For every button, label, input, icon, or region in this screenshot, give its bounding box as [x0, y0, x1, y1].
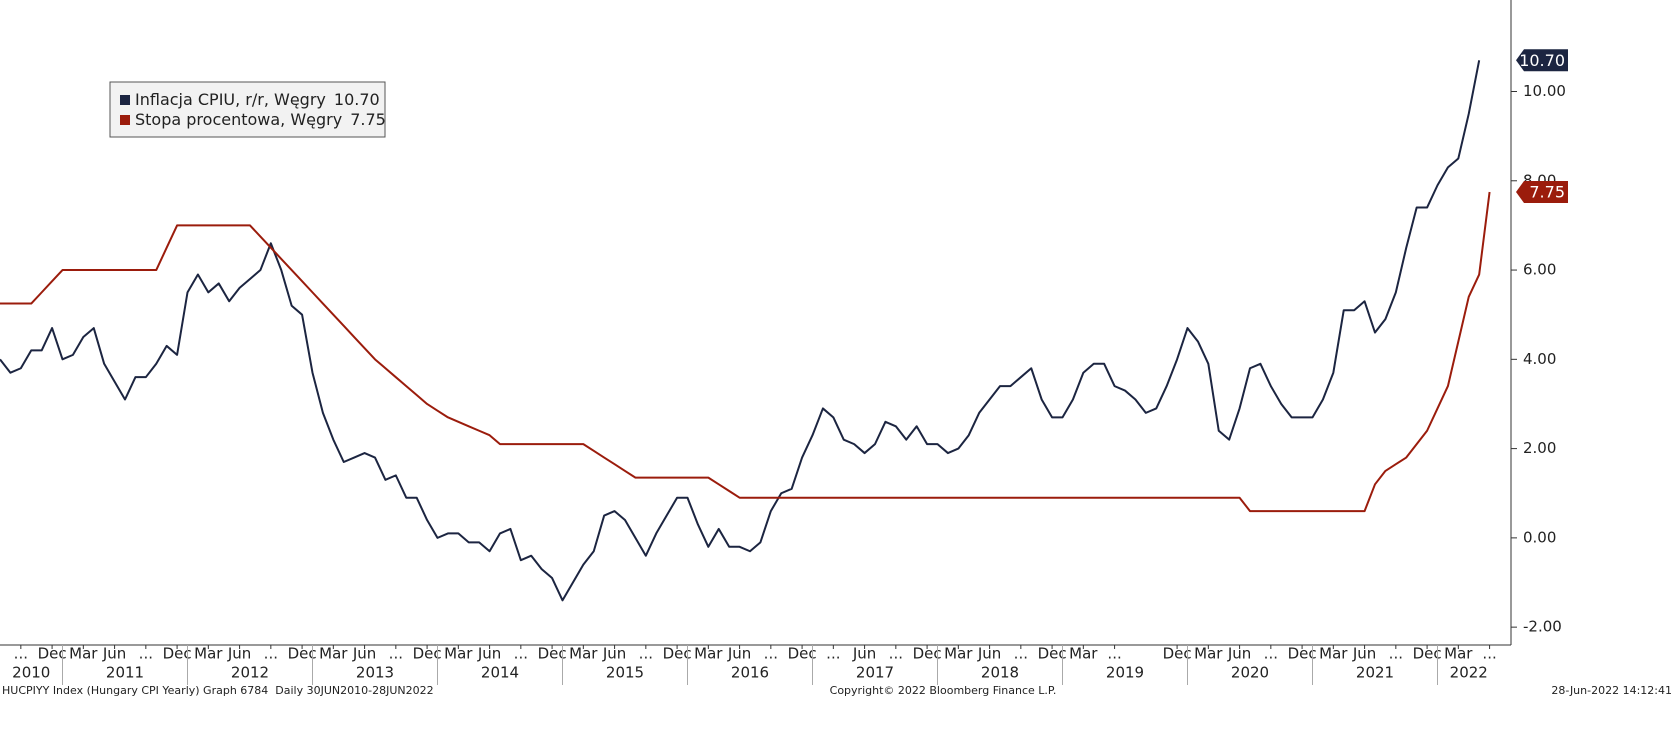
x-tick-label: Dec — [1413, 645, 1442, 663]
year-label: 2021 — [1356, 664, 1394, 682]
x-tick-label: Jun — [1227, 645, 1251, 663]
x-tick-label: ... — [389, 645, 403, 663]
x-tick-label: Mar — [694, 645, 723, 663]
x-tick-label: Mar — [1069, 645, 1098, 663]
y-tick-label: 2.00 — [1523, 439, 1556, 457]
x-tick-label: Mar — [194, 645, 223, 663]
x-tick-label: Jun — [352, 645, 376, 663]
last-value-label: 10.70 — [1519, 51, 1565, 70]
legend-name: Inflacja CPIU, r/r, Węgry — [135, 90, 326, 109]
x-tick-label: ... — [139, 645, 153, 663]
legend-swatch — [120, 95, 130, 105]
x-tick-label: Mar — [569, 645, 598, 663]
legend-entry: Inflacja CPIU, r/r, Węgry 10.70 — [135, 90, 380, 109]
series-line — [0, 191, 1491, 513]
year-label: 2011 — [106, 664, 144, 682]
x-tick-label: ... — [1014, 645, 1028, 663]
footer-source: HUCPIYY Index (Hungary CPI Yearly) Graph… — [2, 684, 434, 697]
y-tick-label: 6.00 — [1523, 261, 1556, 279]
last-value-tag — [1516, 49, 1568, 72]
legend-value: 7.75 — [350, 110, 386, 129]
year-label: 2017 — [856, 664, 894, 682]
legend-box — [109, 81, 386, 138]
x-tick-label: ... — [826, 645, 840, 663]
x-tick-label: Mar — [1444, 645, 1473, 663]
x-tick-label: Mar — [69, 645, 98, 663]
x-tick-label: ... — [639, 645, 653, 663]
x-tick-label: Mar — [1319, 645, 1348, 663]
x-tick-label: ... — [1264, 645, 1278, 663]
x-tick-label: Dec — [1038, 645, 1067, 663]
year-label: 2019 — [1106, 664, 1144, 682]
series-line — [0, 60, 1481, 602]
x-tick-label: Dec — [538, 645, 567, 663]
x-tick-label: ... — [764, 645, 778, 663]
y-tick-label: -2.00 — [1523, 618, 1562, 636]
x-tick-label: Jun — [477, 645, 501, 663]
x-tick-label: ... — [14, 645, 28, 663]
year-label: 2010 — [12, 664, 50, 682]
year-label: 2016 — [731, 664, 769, 682]
year-label: 2022 — [1450, 664, 1488, 682]
x-tick-label: Dec — [1163, 645, 1192, 663]
last-value-label: 7.75 — [1529, 182, 1565, 201]
legend-value: 10.70 — [334, 90, 380, 109]
legend-entry: Stopa procentowa, Węgry 7.75 — [135, 110, 386, 129]
year-label: 2020 — [1231, 664, 1269, 682]
x-tick-label: Jun — [977, 645, 1001, 663]
x-tick-label: Dec — [163, 645, 192, 663]
y-tick-label: 4.00 — [1523, 350, 1556, 368]
x-tick-label: Jun — [852, 645, 876, 663]
x-tick-label: ... — [514, 645, 528, 663]
footer-copyright: Copyright© 2022 Bloomberg Finance L.P. — [830, 684, 1057, 697]
x-tick-label: Mar — [944, 645, 973, 663]
x-tick-label: ... — [264, 645, 278, 663]
legend-name: Stopa procentowa, Węgry — [135, 110, 342, 129]
x-tick-label: Dec — [788, 645, 817, 663]
year-label: 2012 — [231, 664, 269, 682]
x-tick-label: Dec — [413, 645, 442, 663]
year-label: 2018 — [981, 664, 1019, 682]
x-tick-label: Mar — [1194, 645, 1223, 663]
legend-swatch — [120, 115, 130, 125]
x-tick-label: Dec — [1288, 645, 1317, 663]
x-tick-label: Mar — [444, 645, 473, 663]
x-tick-label: Dec — [288, 645, 317, 663]
x-tick-label: Dec — [38, 645, 67, 663]
y-tick-label: 0.00 — [1523, 528, 1556, 546]
x-tick-label: Jun — [727, 645, 751, 663]
year-label: 2014 — [481, 664, 519, 682]
x-tick-label: ... — [1482, 645, 1496, 663]
y-tick-label: 10.00 — [1523, 82, 1566, 100]
x-tick-label: Jun — [102, 645, 126, 663]
x-tick-label: Dec — [913, 645, 942, 663]
last-value-tag — [1516, 180, 1568, 203]
x-tick-label: ... — [889, 645, 903, 663]
year-label: 2015 — [606, 664, 644, 682]
footer-timestamp: 28-Jun-2022 14:12:41 — [1551, 684, 1672, 697]
x-tick-label: ... — [1389, 645, 1403, 663]
x-tick-label: Dec — [663, 645, 692, 663]
x-tick-label: Jun — [227, 645, 251, 663]
x-tick-label: Jun — [1352, 645, 1376, 663]
x-tick-label: Jun — [602, 645, 626, 663]
x-tick-label: Mar — [319, 645, 348, 663]
x-tick-label: ... — [1107, 645, 1121, 663]
year-label: 2013 — [356, 664, 394, 682]
